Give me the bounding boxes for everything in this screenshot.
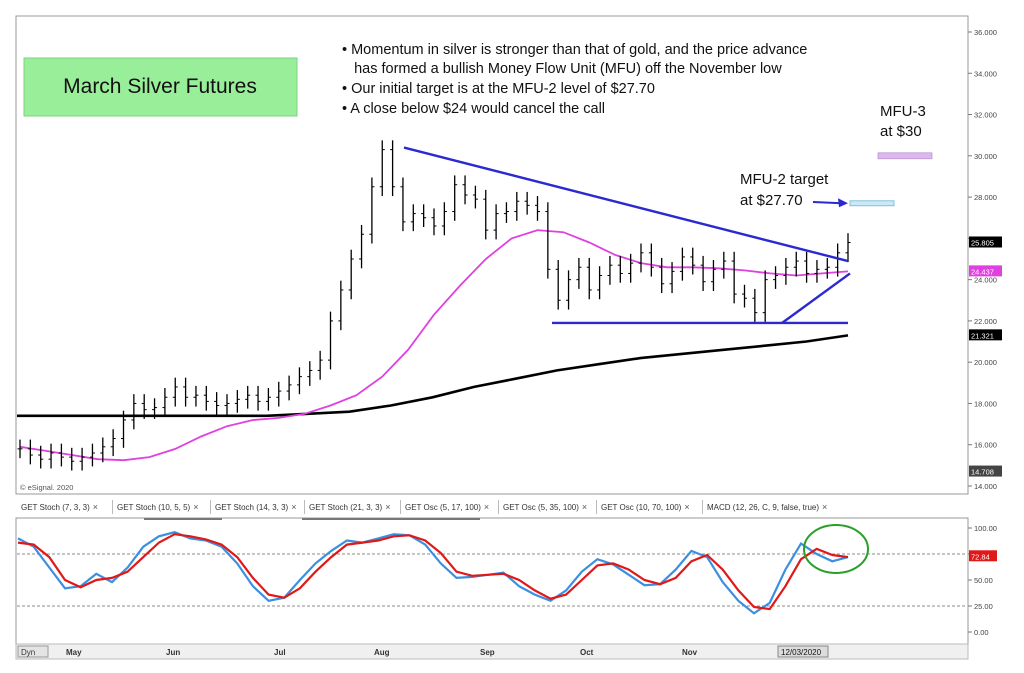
tab-separator (304, 500, 305, 514)
indicator-tab-label: GET Osc (5, 35, 100) (503, 503, 579, 512)
price-axis-label: 16.000 (974, 441, 997, 450)
bullet-2: • Our initial target is at the MFU-2 lev… (342, 81, 655, 97)
price-axis-marker-box (969, 236, 1002, 248)
tab-separator (112, 500, 113, 514)
oscillator-axis-marker-label: 72.84 (971, 552, 990, 561)
month-labels: May Jun Jul Aug Sep Oct Nov (66, 648, 698, 657)
indicator-tab[interactable]: GET Stoch (10, 5, 5) × (114, 499, 201, 515)
tab-underline-1 (144, 518, 222, 520)
price-axis-marker-box (969, 329, 1002, 341)
tab-close-icon[interactable]: × (684, 502, 690, 512)
price-axis-label: 36.000 (974, 28, 997, 37)
tab-underline-2 (302, 518, 480, 520)
oscillator-layer (17, 531, 967, 615)
tab-separator (210, 500, 211, 514)
price-axis-marker-label: 24.437 (971, 267, 994, 276)
month-label: Aug (374, 648, 390, 657)
mfu2-arrow (812, 201, 843, 205)
stoch-d-line (17, 533, 849, 611)
tab-separator (702, 500, 703, 514)
indicator-tab-label: GET Osc (5, 17, 100) (405, 503, 481, 512)
month-label: Jul (274, 648, 286, 657)
month-label: Oct (580, 648, 594, 657)
tab-separator (596, 500, 597, 514)
oscillator-axis-label: 100.00 (974, 524, 997, 533)
price-layer (17, 140, 851, 471)
indicator-tab-label: GET Stoch (14, 3, 3) (215, 503, 289, 512)
title-box (23, 57, 298, 117)
month-label: Sep (480, 648, 495, 657)
price-axis-marker-label: 14.708 (971, 468, 994, 477)
resistance-trendline (403, 146, 849, 263)
date-bar (15, 643, 969, 660)
dyn-label: Dyn (21, 648, 35, 657)
mfu3-label-line1: MFU-3 (880, 103, 926, 120)
mfu3-target-box (877, 152, 933, 160)
price-axis-label: 32.000 (974, 111, 997, 120)
tab-close-icon[interactable]: × (581, 502, 588, 512)
indicator-tab[interactable]: GET Osc (5, 35, 100) × (500, 499, 590, 515)
tab-separator (400, 500, 401, 514)
mfu2-label-line2: at $27.70 (740, 192, 803, 209)
month-label: May (66, 648, 82, 657)
tab-close-icon[interactable]: × (822, 502, 828, 512)
slow-moving-average-line (17, 334, 849, 418)
oscillator-axis-label: 0.00 (974, 628, 989, 637)
bullet-1: • Momentum in silver is stronger than th… (342, 42, 807, 58)
mfu2-target-box (849, 200, 895, 207)
tab-close-icon[interactable]: × (92, 502, 99, 512)
dyn-button[interactable] (17, 645, 49, 658)
price-axis-label: 34.000 (974, 69, 997, 78)
title-text: March Silver Futures (63, 75, 257, 98)
price-axis-label: 20.000 (974, 358, 997, 367)
price-axis-label: 18.000 (974, 399, 997, 408)
indicator-tab-label: GET Stoch (10, 5, 5) (117, 503, 191, 512)
indicator-tab[interactable]: GET Osc (5, 17, 100) × (402, 499, 492, 515)
price-axis-marker-label: 21.321 (971, 331, 994, 340)
indicator-tab[interactable]: GET Stoch (7, 3, 3) × (18, 499, 101, 515)
copyright-text: © eSignal. 2020 (20, 483, 73, 492)
indicator-tab[interactable]: GET Osc (10, 70, 100) × (598, 499, 693, 515)
stoch-k-line (17, 531, 849, 615)
mfu3-label-line2: at $30 (880, 123, 922, 140)
fast-moving-average-line (19, 229, 849, 462)
price-axis-label: 28.000 (974, 193, 997, 202)
price-axis-marker-box (969, 465, 1002, 477)
bullet-3: • A close below $24 would cancel the cal… (342, 101, 605, 117)
oscillator-axis-label: 50.00 (974, 576, 993, 585)
momentum-highlight-circle (803, 524, 869, 574)
tab-close-icon[interactable]: × (483, 502, 490, 512)
axis-layer: 36.00034.00032.00030.00028.00026.00024.0… (968, 28, 1002, 637)
tab-close-icon[interactable]: × (291, 502, 297, 512)
mfu2-label-line1: MFU-2 target (740, 171, 829, 188)
indicator-tab[interactable]: GET Stoch (14, 3, 3) × (212, 499, 299, 515)
indicator-tab[interactable]: MACD (12, 26, C, 9, false, true) × (704, 499, 830, 515)
oscillator-axis-label: 25.00 (974, 602, 993, 611)
month-label: Nov (682, 648, 698, 657)
rising-trendline (781, 272, 851, 324)
date-marker-box (777, 645, 829, 658)
price-axis-label: 14.000 (974, 482, 997, 491)
tab-separator (498, 500, 499, 514)
price-axis-label: 22.000 (974, 317, 997, 326)
price-axis-marker-box (969, 265, 1002, 277)
price-axis-marker-label: 25.805 (971, 238, 994, 247)
month-label: Jun (166, 648, 180, 657)
indicator-tab-label: GET Stoch (21, 3, 3) (309, 503, 383, 512)
mfu2-arrowhead (838, 198, 848, 208)
tab-close-icon[interactable]: × (193, 502, 199, 512)
bullet-1-cont: has formed a bullish Money Flow Unit (MF… (342, 61, 782, 77)
indicator-tab[interactable]: GET Stoch (21, 3, 3) × (306, 499, 393, 515)
price-axis-label: 30.000 (974, 152, 997, 161)
oscillator-axis-marker-box (969, 550, 997, 562)
indicator-tab-label: MACD (12, 26, C, 9, false, true) (707, 503, 820, 512)
date-marker-label: 12/03/2020 (781, 648, 822, 657)
indicator-tab-label: GET Osc (10, 70, 100) (601, 503, 682, 512)
tab-close-icon[interactable]: × (385, 502, 391, 512)
oscillator-pane-frame (15, 517, 969, 645)
price-axis-label: 24.000 (974, 276, 997, 285)
indicator-tab-label: GET Stoch (7, 3, 3) (21, 503, 90, 512)
